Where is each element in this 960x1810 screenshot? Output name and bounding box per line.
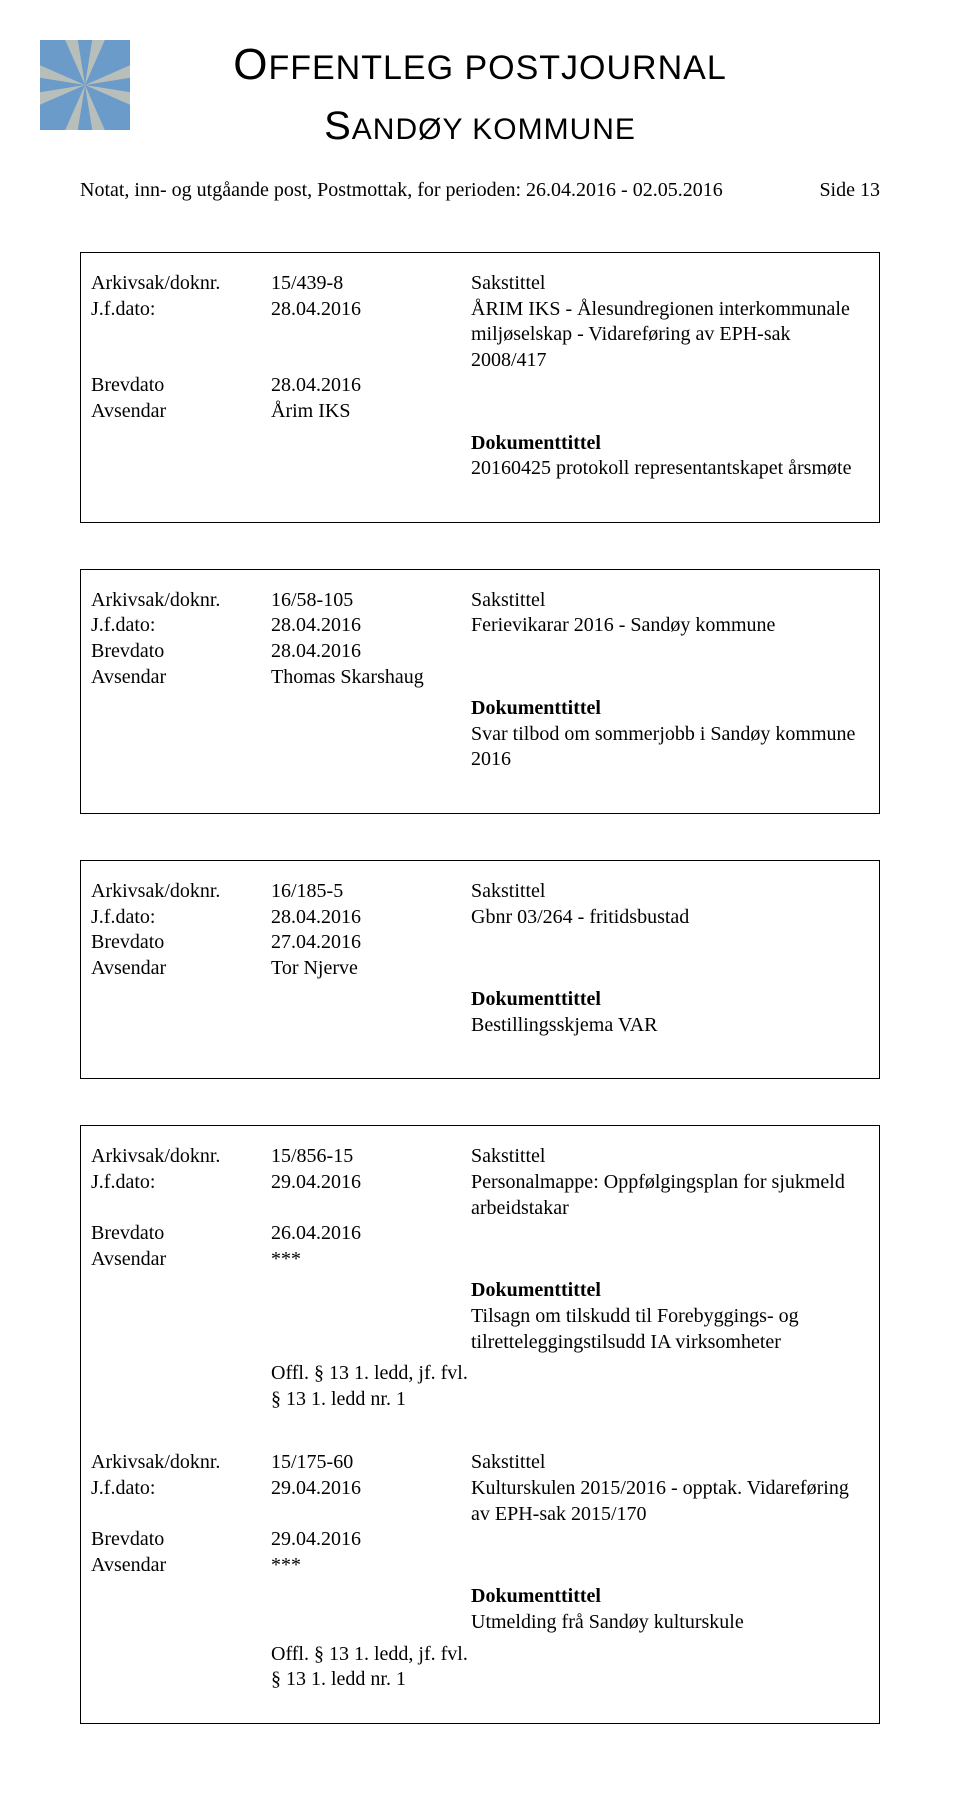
value-sakstittel: Ferievikarar 2016 - Sandøy kommune bbox=[471, 613, 869, 639]
label-avsendar: Avsendar bbox=[91, 1247, 271, 1273]
label-sakstittel: Sakstittel bbox=[471, 1450, 869, 1476]
label-dokumenttittel: Dokumenttittel bbox=[471, 696, 869, 722]
page-container: OFFENTLEG POSTJOURNAL SANDØY KOMMUNE Not… bbox=[0, 0, 960, 1810]
label-arkivsak: Arkivsak/doknr. bbox=[91, 1144, 271, 1170]
exemption-clause: Offl. § 13 1. ledd, jf. fvl. § 13 1. led… bbox=[271, 1361, 471, 1412]
label-avsendar: Avsendar bbox=[91, 399, 271, 425]
exemption-clause: Offl. § 13 1. ledd, jf. fvl. § 13 1. led… bbox=[271, 1642, 471, 1693]
page-number: Side 13 bbox=[819, 179, 880, 202]
value-avsendar: *** bbox=[271, 1553, 471, 1579]
label-avsendar: Avsendar bbox=[91, 1553, 271, 1579]
period-text: Notat, inn- og utgåande post, Postmottak… bbox=[80, 179, 723, 202]
label-brevdato: Brevdato bbox=[91, 1527, 271, 1553]
label-sakstittel: Sakstittel bbox=[471, 879, 869, 905]
value-sakstittel: Personalmappe: Oppfølgingsplan for sjukm… bbox=[471, 1170, 869, 1221]
title1-rest: FFENTLEG POSTJOURNAL bbox=[268, 49, 726, 87]
main-title: OFFENTLEG POSTJOURNAL bbox=[80, 40, 880, 90]
journal-entry-group: Arkivsak/doknr. 15/856-15 Sakstittel J.f… bbox=[80, 1125, 880, 1723]
title1-cap: O bbox=[233, 40, 268, 89]
value-avsendar: Årim IKS bbox=[271, 399, 471, 425]
value-dokumenttittel: Svar tilbod om sommerjobb i Sandøy kommu… bbox=[471, 722, 869, 773]
value-arkivsak: 16/58-105 bbox=[271, 588, 471, 614]
label-arkivsak: Arkivsak/doknr. bbox=[91, 1450, 271, 1476]
journal-entry: Arkivsak/doknr. 15/856-15 Sakstittel J.f… bbox=[81, 1126, 879, 1432]
label-brevdato: Brevdato bbox=[91, 639, 271, 665]
title2-cap: S bbox=[324, 104, 352, 148]
label-sakstittel: Sakstittel bbox=[471, 588, 869, 614]
label-sakstittel: Sakstittel bbox=[471, 271, 869, 297]
value-arkivsak: 15/439-8 bbox=[271, 271, 471, 297]
label-avsendar: Avsendar bbox=[91, 665, 271, 691]
value-brevdato: 28.04.2016 bbox=[271, 373, 471, 399]
value-avsendar: *** bbox=[271, 1247, 471, 1273]
label-brevdato: Brevdato bbox=[91, 930, 271, 956]
label-arkivsak: Arkivsak/doknr. bbox=[91, 271, 271, 297]
label-brevdato: Brevdato bbox=[91, 1221, 271, 1247]
title2-rest: ANDØY KOMMUNE bbox=[352, 113, 636, 146]
label-dokumenttittel: Dokumenttittel bbox=[471, 987, 869, 1013]
label-jfdato: J.f.dato: bbox=[91, 905, 271, 931]
page-header: OFFENTLEG POSTJOURNAL SANDØY KOMMUNE bbox=[80, 40, 880, 149]
label-jfdato: J.f.dato: bbox=[91, 613, 271, 639]
label-jfdato: J.f.dato: bbox=[91, 297, 271, 374]
value-arkivsak: 16/185-5 bbox=[271, 879, 471, 905]
value-brevdato: 29.04.2016 bbox=[271, 1527, 471, 1553]
label-arkivsak: Arkivsak/doknr. bbox=[91, 879, 271, 905]
label-arkivsak: Arkivsak/doknr. bbox=[91, 588, 271, 614]
sub-title: SANDØY KOMMUNE bbox=[80, 104, 880, 149]
label-avsendar: Avsendar bbox=[91, 956, 271, 982]
value-jfdato: 28.04.2016 bbox=[271, 905, 471, 931]
value-arkivsak: 15/175-60 bbox=[271, 1450, 471, 1476]
label-brevdato: Brevdato bbox=[91, 373, 271, 399]
journal-entry: Arkivsak/doknr. 15/439-8 Sakstittel J.f.… bbox=[80, 252, 880, 523]
label-jfdato: J.f.dato: bbox=[91, 1170, 271, 1221]
value-jfdato: 28.04.2016 bbox=[271, 613, 471, 639]
value-sakstittel: Kulturskulen 2015/2016 - opptak. Vidaref… bbox=[471, 1476, 869, 1527]
value-jfdato: 28.04.2016 bbox=[271, 297, 471, 374]
value-dokumenttittel: Utmelding frå Sandøy kulturskule bbox=[471, 1610, 869, 1636]
label-dokumenttittel: Dokumenttittel bbox=[471, 1584, 869, 1610]
subheader-row: Notat, inn- og utgåande post, Postmottak… bbox=[80, 179, 880, 202]
value-dokumenttittel: 20160425 protokoll representantskapet år… bbox=[471, 456, 869, 482]
value-sakstittel: ÅRIM IKS - Ålesundregionen interkommunal… bbox=[471, 297, 869, 374]
municipality-logo-icon bbox=[40, 40, 130, 130]
value-dokumenttittel: Tilsagn om tilskudd til Forebyggings- og… bbox=[471, 1304, 869, 1355]
label-dokumenttittel: Dokumenttittel bbox=[471, 431, 869, 457]
value-sakstittel: Gbnr 03/264 - fritidsbustad bbox=[471, 905, 869, 931]
label-dokumenttittel: Dokumenttittel bbox=[471, 1278, 869, 1304]
value-arkivsak: 15/856-15 bbox=[271, 1144, 471, 1170]
journal-entry: Arkivsak/doknr. 15/175-60 Sakstittel J.f… bbox=[81, 1432, 879, 1722]
journal-entry: Arkivsak/doknr. 16/58-105 Sakstittel J.f… bbox=[80, 569, 880, 814]
label-jfdato: J.f.dato: bbox=[91, 1476, 271, 1527]
value-brevdato: 28.04.2016 bbox=[271, 639, 471, 665]
value-brevdato: 27.04.2016 bbox=[271, 930, 471, 956]
label-sakstittel: Sakstittel bbox=[471, 1144, 869, 1170]
value-avsendar: Thomas Skarshaug bbox=[271, 665, 471, 691]
journal-entry: Arkivsak/doknr. 16/185-5 Sakstittel J.f.… bbox=[80, 860, 880, 1080]
value-jfdato: 29.04.2016 bbox=[271, 1476, 471, 1527]
value-avsendar: Tor Njerve bbox=[271, 956, 471, 982]
value-dokumenttittel: Bestillingsskjema VAR bbox=[471, 1013, 869, 1039]
value-jfdato: 29.04.2016 bbox=[271, 1170, 471, 1221]
value-brevdato: 26.04.2016 bbox=[271, 1221, 471, 1247]
